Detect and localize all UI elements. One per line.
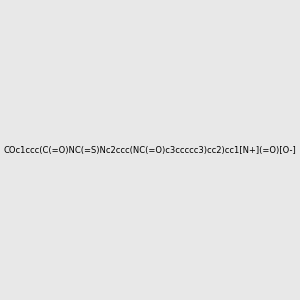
Text: COc1ccc(C(=O)NC(=S)Nc2ccc(NC(=O)c3ccccc3)cc2)cc1[N+](=O)[O-]: COc1ccc(C(=O)NC(=S)Nc2ccc(NC(=O)c3ccccc3… — [4, 146, 296, 154]
